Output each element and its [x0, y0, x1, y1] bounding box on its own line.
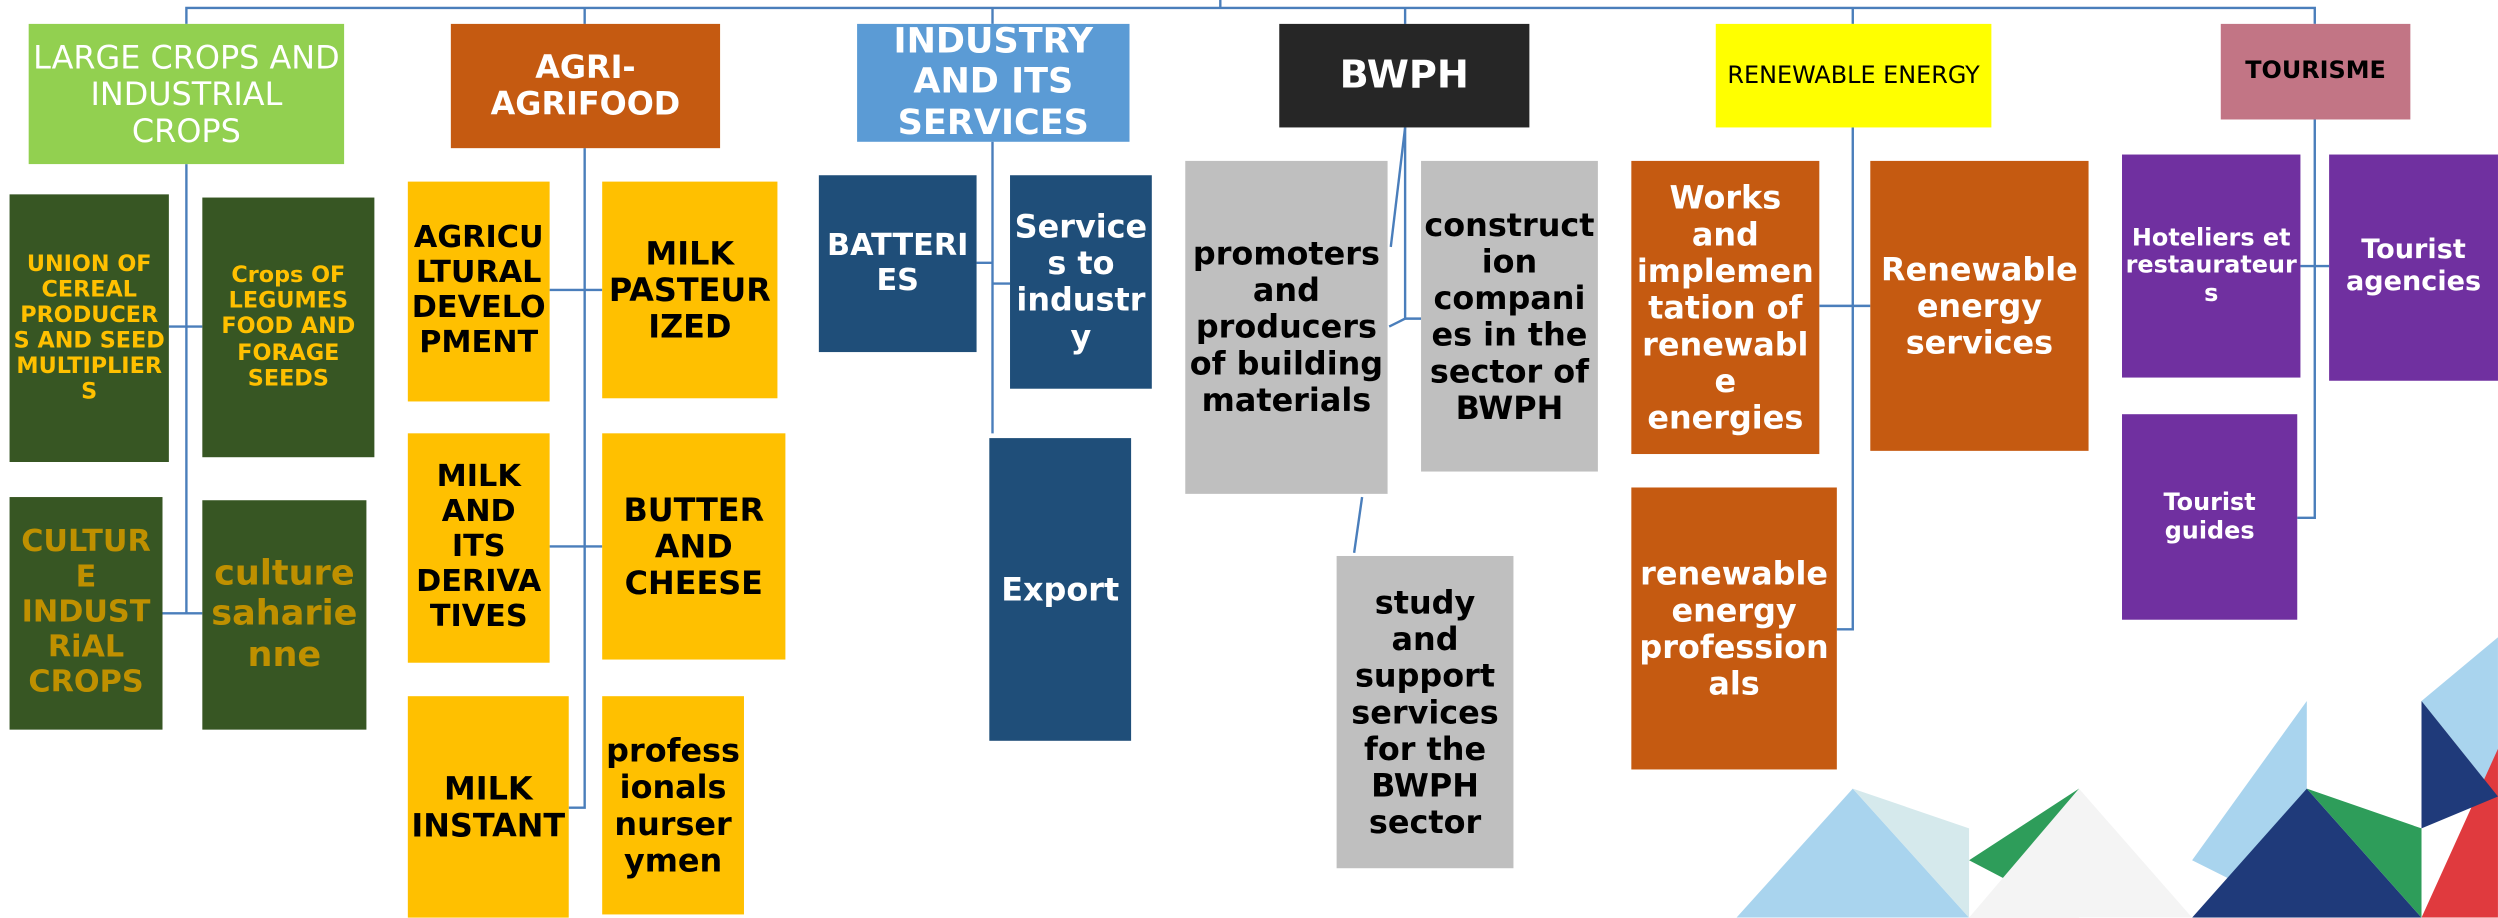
sub-category: MILK INSTANT — [408, 696, 569, 917]
sub-category: Hoteliers et restaurateurs — [2122, 155, 2300, 378]
sub-category: professionals nurserymen — [602, 696, 744, 914]
sub-category: BUTTER AND CHEESE — [602, 433, 785, 659]
sub-category: Renewable energy services — [1870, 161, 2088, 451]
sub-category: Export — [989, 438, 1131, 741]
triangles — [1736, 637, 2498, 917]
category-header: TOURISME — [2221, 24, 2411, 120]
sub-category: construction companies in the sector of … — [1421, 161, 1598, 472]
sub-category: study and support services for the BWPH … — [1337, 556, 1514, 868]
category-header: BWPH — [1279, 24, 1529, 128]
sub-category: Tourist agencies — [2329, 155, 2498, 381]
org-chart: LARGE CROPS AND INDUSTRIAL CROPS UNION OF… — [0, 0, 2498, 918]
sub-category: Tourist guides — [2122, 414, 2297, 620]
sub-category: AGRICULTURAL DEVELOPMENT — [408, 182, 550, 402]
sub-category: MILK AND ITS DERIVATIVES — [408, 433, 550, 662]
page: LARGE CROPS AND INDUSTRIAL CROPS UNION OF… — [0, 0, 2498, 918]
category-header: RENEWABLE ENERGY — [1716, 24, 1992, 128]
category-header: AGRI-AGRIFOOD — [451, 24, 720, 148]
sub-category: Services to industry — [1010, 175, 1152, 388]
sub-category: Works and implementation of renewable en… — [1631, 161, 1819, 454]
category-header: INDUSTRY AND ITS SERVICES — [857, 24, 1129, 142]
sub-category: CULTURE INDUSTRiAL CROPS — [10, 497, 163, 730]
sub-category: culture saharienne — [202, 500, 366, 729]
category-header: LARGE CROPS AND INDUSTRIAL CROPS — [29, 24, 344, 164]
sub-category: UNION OF CEREAL PRODUCERS AND SEED MULTI… — [10, 194, 169, 462]
sub-category: renewable energy professionals — [1631, 487, 1837, 769]
sub-category: MILK PASTEURIZED — [602, 182, 777, 399]
sub-category: Crops OF LEGUMES FOOD AND FORAGE SEEDS — [202, 198, 374, 458]
sub-category: promoters and producers of building mate… — [1185, 161, 1387, 494]
sub-category: BATTERIES — [819, 175, 977, 352]
